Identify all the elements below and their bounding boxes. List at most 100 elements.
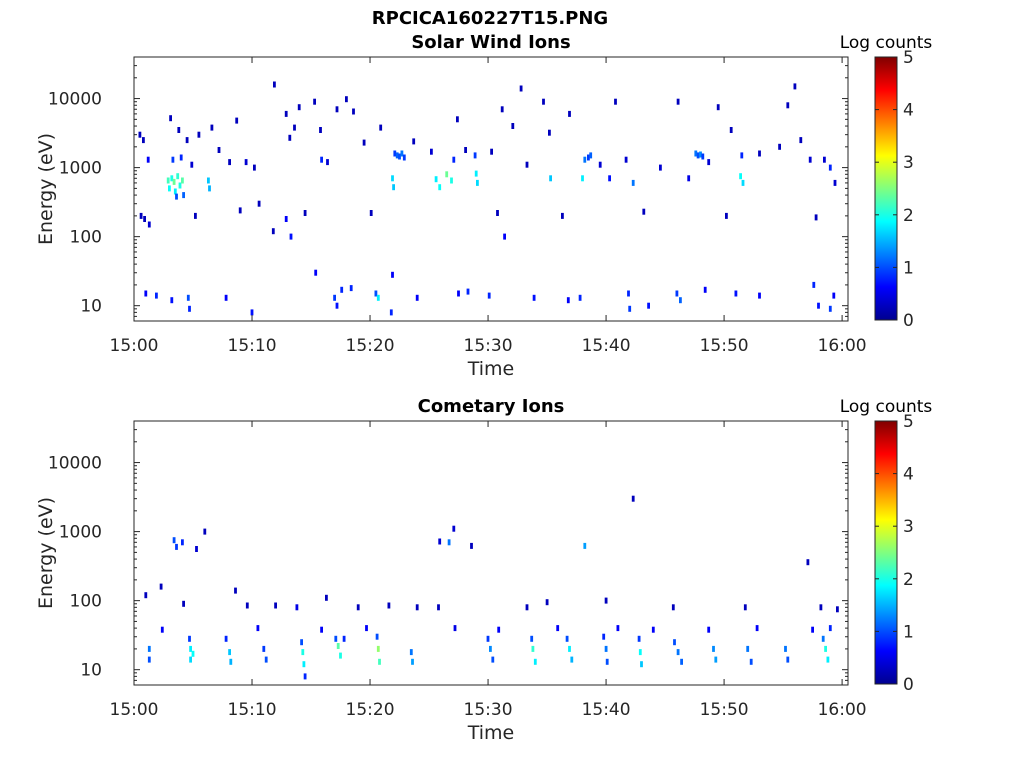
heatmap-cell — [295, 604, 299, 611]
heatmap-cell — [250, 309, 254, 316]
y-axis-label: Energy (eV) — [35, 133, 57, 245]
heatmap-cell — [437, 604, 440, 611]
heatmap-cell — [755, 625, 759, 632]
solar-wind-panel: Solar Wind Ions 15:00 15:10 15:20 15:30 15:40… — [35, 32, 932, 380]
heatmap-cell — [734, 290, 738, 297]
axes-frame — [133, 56, 849, 322]
heatmap-cell — [171, 156, 175, 163]
heatmap-cell — [452, 525, 456, 532]
heatmap-cell — [812, 281, 816, 288]
colorbar-gradient — [874, 56, 898, 321]
heatmap-cell — [188, 635, 191, 642]
heatmap-cell — [583, 156, 587, 163]
heatmap-cell — [264, 656, 268, 663]
heatmap-cell — [694, 150, 698, 157]
heatmap-cell — [334, 635, 338, 642]
heatmap-cell — [696, 152, 700, 159]
heatmap-cell — [487, 292, 491, 299]
heatmap-cell — [303, 210, 307, 216]
x-tick-label: 15:10 — [228, 700, 277, 720]
heatmap-cell — [391, 175, 394, 182]
heatmap-cell — [817, 302, 820, 309]
heatmap-cell — [716, 104, 720, 111]
y-tick-label: 10 — [80, 661, 102, 681]
heatmap-cell — [208, 185, 211, 192]
heatmap-cell — [400, 150, 404, 157]
heatmap-cell — [749, 658, 753, 665]
heatmap-cell — [676, 98, 680, 105]
heatmap-cell — [172, 178, 176, 185]
heatmap-cells — [138, 81, 837, 316]
heatmap-cell — [415, 294, 419, 301]
heatmap-cell — [450, 177, 453, 184]
heatmap-cell — [297, 104, 301, 111]
heatmap-cell — [169, 115, 172, 122]
y-tick-label: 1000 — [59, 159, 102, 179]
heatmap-cell — [395, 152, 399, 159]
heatmap-cell — [823, 156, 826, 163]
colorbar-title: Log counts — [840, 33, 933, 53]
heatmap-cell — [185, 137, 189, 144]
heatmap-cell — [345, 96, 348, 103]
y-tick-label: 10000 — [48, 90, 102, 110]
y-tick-label: 10000 — [48, 454, 102, 474]
axes-frame — [133, 420, 849, 686]
heatmap-cell — [473, 152, 477, 159]
heatmap-cell — [836, 606, 839, 613]
heatmap-cell — [701, 153, 705, 160]
colorbar: Log counts 0 1 2 3 4 5 — [840, 397, 933, 695]
heatmap-cell — [438, 538, 442, 545]
heatmap-cell — [378, 658, 381, 665]
heatmap-cell — [409, 649, 413, 656]
heatmap-cell — [833, 179, 837, 186]
heatmap-cell — [490, 148, 493, 155]
figure-title: RPCICA160227T15.PNG — [372, 8, 608, 29]
heatmap-cell — [189, 645, 192, 652]
heatmap-cell — [257, 200, 261, 207]
heatmap-cell — [172, 537, 176, 544]
heatmap-cell — [217, 147, 221, 153]
heatmap-cell — [313, 98, 316, 105]
heatmap-cell — [314, 269, 318, 276]
heatmap-cell — [758, 292, 761, 299]
heatmap-cell — [160, 626, 164, 633]
heatmap-cell — [142, 137, 145, 144]
heatmap-cell — [207, 177, 210, 184]
heatmap-cell — [147, 221, 151, 228]
x-tick-label: 15:30 — [464, 700, 513, 720]
heatmap-cell — [581, 175, 584, 182]
heatmap-cells — [144, 495, 839, 680]
colorbar-tick-label: 5 — [903, 412, 914, 432]
heatmap-cell — [224, 635, 228, 642]
colorbar-title: Log counts — [840, 397, 933, 417]
heatmap-cell — [319, 127, 322, 133]
colorbar-tick-label: 2 — [903, 570, 914, 590]
heatmap-cell — [548, 129, 551, 136]
heatmap-cell — [393, 150, 397, 157]
heatmap-cell — [647, 302, 650, 309]
heatmap-cell — [565, 635, 569, 642]
heatmap-cell — [589, 152, 593, 159]
heatmap-cell — [195, 546, 198, 552]
heatmap-cell — [166, 177, 170, 184]
heatmap-cell — [320, 156, 323, 163]
heatmap-cell — [389, 309, 393, 316]
heatmap-cell — [326, 159, 329, 166]
x-tick-label: 15:20 — [346, 700, 395, 720]
heatmap-cell — [244, 159, 248, 166]
heatmap-cell — [147, 645, 151, 652]
colorbar-tick-label: 2 — [903, 206, 914, 226]
heatmap-cell — [391, 271, 394, 278]
heatmap-cell — [402, 154, 406, 161]
heatmap-cell — [570, 656, 574, 663]
heatmap-cell — [352, 108, 355, 115]
heatmap-cell — [824, 645, 827, 652]
heatmap-cell — [604, 597, 608, 604]
heatmap-cell — [143, 216, 146, 222]
heatmap-cell — [170, 175, 174, 182]
heatmap-cell — [335, 106, 339, 113]
heatmap-cell — [392, 184, 395, 191]
heatmap-cell — [531, 645, 535, 652]
colorbar-tick-label: 5 — [903, 48, 914, 68]
heatmap-cell — [828, 625, 832, 632]
